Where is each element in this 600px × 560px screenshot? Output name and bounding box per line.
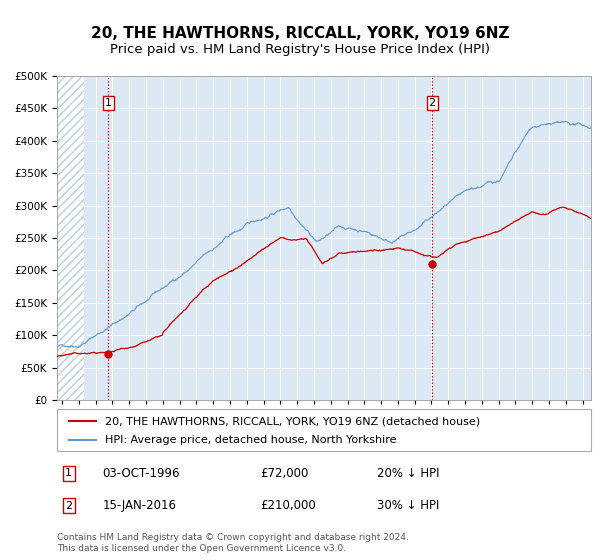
- Text: 20% ↓ HPI: 20% ↓ HPI: [377, 467, 440, 480]
- Text: 1: 1: [65, 468, 72, 478]
- Text: 20, THE HAWTHORNS, RICCALL, YORK, YO19 6NZ (detached house): 20, THE HAWTHORNS, RICCALL, YORK, YO19 6…: [105, 417, 480, 426]
- FancyBboxPatch shape: [57, 409, 591, 451]
- Text: £72,000: £72,000: [260, 467, 308, 480]
- Text: HPI: Average price, detached house, North Yorkshire: HPI: Average price, detached house, Nort…: [105, 435, 397, 445]
- Text: 2: 2: [428, 98, 436, 108]
- Text: £210,000: £210,000: [260, 499, 316, 512]
- Text: 03-OCT-1996: 03-OCT-1996: [103, 467, 180, 480]
- Text: 1: 1: [105, 98, 112, 108]
- Text: Price paid vs. HM Land Registry's House Price Index (HPI): Price paid vs. HM Land Registry's House …: [110, 43, 490, 56]
- Text: 2: 2: [65, 501, 73, 511]
- Text: 15-JAN-2016: 15-JAN-2016: [103, 499, 176, 512]
- Text: 30% ↓ HPI: 30% ↓ HPI: [377, 499, 440, 512]
- Text: 20, THE HAWTHORNS, RICCALL, YORK, YO19 6NZ: 20, THE HAWTHORNS, RICCALL, YORK, YO19 6…: [91, 26, 509, 41]
- Text: Contains HM Land Registry data © Crown copyright and database right 2024.
This d: Contains HM Land Registry data © Crown c…: [57, 533, 409, 553]
